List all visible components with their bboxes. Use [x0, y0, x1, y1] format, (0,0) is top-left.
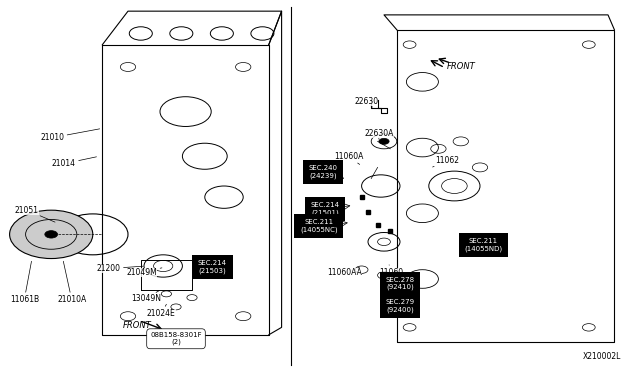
Text: X210002L: X210002L: [582, 352, 621, 361]
Text: FRONT: FRONT: [124, 321, 152, 330]
Text: 21049M: 21049M: [127, 268, 162, 277]
Text: 11060AA: 11060AA: [327, 267, 362, 277]
Circle shape: [10, 210, 93, 259]
Text: 13049N: 13049N: [131, 291, 161, 303]
Text: 21010A: 21010A: [57, 261, 86, 304]
Text: 21010: 21010: [40, 129, 100, 142]
Text: SEC.214
(21501): SEC.214 (21501): [310, 202, 340, 216]
Text: 11060: 11060: [380, 265, 404, 277]
Text: SEC.214
(21503): SEC.214 (21503): [198, 260, 227, 274]
Text: 11062: 11062: [433, 156, 459, 167]
Text: 21024E: 21024E: [147, 304, 175, 318]
Circle shape: [45, 231, 58, 238]
Text: 21014: 21014: [52, 157, 97, 168]
Text: 08B158-8301F
(2): 08B158-8301F (2): [150, 332, 202, 345]
Text: SEC.279
(92400): SEC.279 (92400): [385, 299, 415, 312]
Text: SEC.211
(14055NC): SEC.211 (14055NC): [300, 219, 337, 233]
Text: SEC.278
(92410): SEC.278 (92410): [385, 277, 415, 290]
Text: 21200: 21200: [97, 264, 143, 273]
Text: FRONT: FRONT: [447, 62, 475, 71]
Text: 11060A: 11060A: [334, 153, 364, 164]
Text: 21051: 21051: [15, 206, 55, 222]
Text: 22630: 22630: [354, 97, 378, 107]
Circle shape: [379, 138, 389, 144]
Text: SEC.211
(14055ND): SEC.211 (14055ND): [464, 238, 502, 251]
Text: SEC.240
(24239): SEC.240 (24239): [308, 165, 338, 179]
Text: 22630A: 22630A: [364, 129, 394, 139]
Text: 11061B: 11061B: [10, 261, 39, 304]
